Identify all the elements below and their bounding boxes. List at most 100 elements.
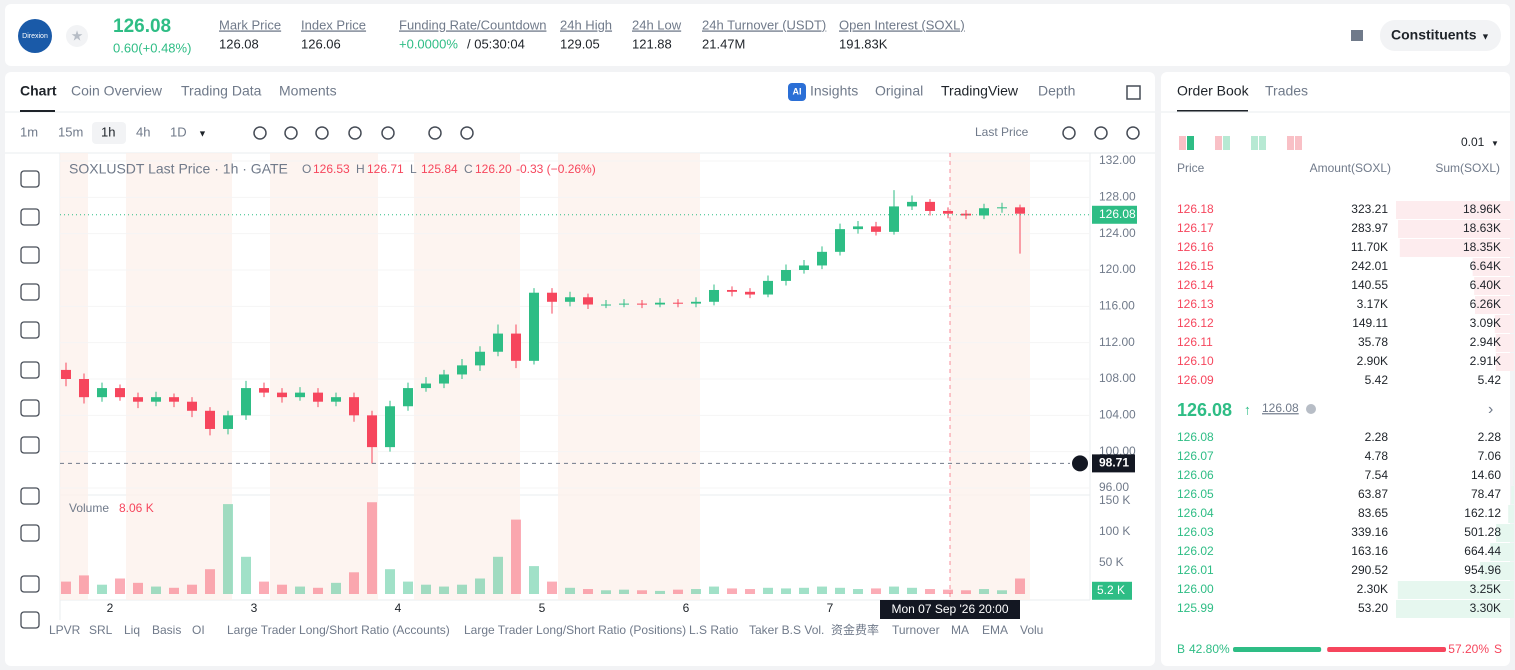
drawing-tool[interactable] xyxy=(20,399,40,417)
indicator[interactable]: Basis xyxy=(152,623,181,637)
crosshair-add[interactable] xyxy=(1072,455,1088,472)
toolbar-icon[interactable] xyxy=(348,126,362,140)
ob-price[interactable]: 126.15 xyxy=(1177,259,1214,273)
view-tab[interactable]: Insights xyxy=(810,83,858,99)
interval[interactable]: 1h xyxy=(101,124,115,139)
window-icon[interactable] xyxy=(1126,85,1141,100)
drawing-tool[interactable] xyxy=(20,611,40,629)
indicator[interactable]: LPVR xyxy=(49,623,81,637)
ob-price[interactable]: 126.07 xyxy=(1177,449,1214,463)
toolbar-icon[interactable] xyxy=(315,126,329,140)
toolbar-icon[interactable] xyxy=(1094,126,1108,140)
drawing-tool[interactable] xyxy=(20,283,40,301)
drawing-tool[interactable] xyxy=(20,575,40,593)
indicator[interactable]: SRL xyxy=(89,623,113,637)
ob-price[interactable]: 126.12 xyxy=(1177,316,1214,330)
ob-price[interactable]: 126.11 xyxy=(1177,335,1213,349)
precision[interactable]: 0.01 xyxy=(1461,135,1485,149)
ob-price[interactable]: 126.17 xyxy=(1177,221,1214,235)
ob-price[interactable]: 126.00 xyxy=(1177,582,1214,596)
indicator[interactable]: Large Trader Long/Short Ratio (Positions… xyxy=(464,623,686,637)
toolbar-icon[interactable] xyxy=(460,126,474,140)
ob-tab[interactable]: Trades xyxy=(1265,83,1308,99)
layout-icon[interactable] xyxy=(1287,136,1294,150)
ob-price[interactable]: 126.02 xyxy=(1177,544,1214,558)
ob-price[interactable]: 126.09 xyxy=(1177,373,1214,387)
interval[interactable]: 15m xyxy=(58,124,83,139)
toolbar-icon[interactable] xyxy=(428,126,442,140)
candle-body xyxy=(115,388,125,398)
ob-price[interactable]: 126.04 xyxy=(1177,506,1214,520)
candle-body xyxy=(691,301,701,304)
drawing-tool[interactable] xyxy=(20,321,40,339)
volume-bar xyxy=(565,587,575,594)
constituents-button[interactable] xyxy=(1380,20,1501,51)
indicator[interactable]: Liq xyxy=(124,623,140,637)
toolbar-icon[interactable] xyxy=(381,126,395,140)
tab[interactable]: Coin Overview xyxy=(71,83,163,99)
interval[interactable]: 4h xyxy=(136,124,150,139)
ob-price[interactable]: 126.03 xyxy=(1177,525,1214,539)
depth-bar xyxy=(1396,600,1514,618)
ob-tab[interactable]: Order Book xyxy=(1177,83,1250,99)
indicator[interactable]: Volu xyxy=(1020,623,1043,637)
interval[interactable]: 1D xyxy=(170,124,187,139)
drawing-tool[interactable] xyxy=(20,436,40,454)
ob-price[interactable]: 126.13 xyxy=(1177,297,1214,311)
ob-price[interactable]: 126.08 xyxy=(1177,430,1214,444)
ob-price[interactable]: 126.16 xyxy=(1177,240,1214,254)
toolbar-icon[interactable] xyxy=(253,126,267,140)
indicator[interactable]: 资金费率 xyxy=(831,622,879,637)
ob-price[interactable]: 126.14 xyxy=(1177,278,1214,292)
layout-icon[interactable] xyxy=(1187,136,1194,150)
drawing-tool[interactable] xyxy=(20,524,40,542)
ob-price[interactable]: 126.06 xyxy=(1177,468,1214,482)
view-tab[interactable]: TradingView xyxy=(941,83,1019,99)
ob-price[interactable]: 126.18 xyxy=(1177,202,1214,216)
drawing-tool[interactable] xyxy=(20,208,40,226)
tab[interactable]: Trading Data xyxy=(181,83,262,99)
dropdown-arrow: ▼ xyxy=(1481,31,1490,41)
indicator[interactable]: Large Trader Long/Short Ratio (Accounts) xyxy=(227,623,450,637)
volume-bar xyxy=(223,504,233,594)
ob-price[interactable]: 126.01 xyxy=(1177,563,1214,577)
toolbar-icon[interactable] xyxy=(284,126,298,140)
volume-bar xyxy=(583,589,593,594)
layout-icon[interactable] xyxy=(1223,136,1230,150)
indicator[interactable]: OI xyxy=(192,623,205,637)
layout-icon[interactable] xyxy=(1215,136,1222,150)
indicator[interactable]: L.S Ratio xyxy=(689,623,739,637)
tab[interactable]: Moments xyxy=(279,83,337,99)
layout-icon[interactable] xyxy=(1179,136,1186,150)
last-price-label: 126.08 xyxy=(1099,207,1136,221)
layout-icon[interactable] xyxy=(1251,136,1258,150)
drawing-tool[interactable] xyxy=(20,361,40,379)
indicator[interactable]: Turnover xyxy=(892,623,940,637)
y-tick-label: 124.00 xyxy=(1099,226,1136,240)
ob-price[interactable]: 126.05 xyxy=(1177,487,1214,501)
view-tab[interactable]: Depth xyxy=(1038,83,1075,99)
volume-bar xyxy=(727,588,737,594)
drawing-tool[interactable] xyxy=(20,487,40,505)
volume-bar xyxy=(313,587,323,594)
ob-price[interactable]: 126.10 xyxy=(1177,354,1214,368)
view-tab[interactable]: Original xyxy=(875,83,923,99)
header-panel xyxy=(5,4,1510,66)
tab[interactable]: Chart xyxy=(20,83,57,99)
ob-price[interactable]: 125.99 xyxy=(1177,601,1214,615)
indicator[interactable]: EMA xyxy=(982,623,1008,637)
layout-icon[interactable] xyxy=(1295,136,1302,150)
toolbar-icon[interactable] xyxy=(1062,126,1076,140)
layout-icon[interactable] xyxy=(1259,136,1266,150)
indicator[interactable]: Taker B.S Vol. xyxy=(749,623,824,637)
price-mode[interactable]: Last Price xyxy=(975,125,1029,139)
interval[interactable]: 1m xyxy=(20,124,38,139)
toolbar-icon[interactable] xyxy=(1126,126,1140,140)
indicator[interactable]: MA xyxy=(951,623,969,637)
drawing-tool[interactable] xyxy=(20,246,40,264)
favorite[interactable] xyxy=(66,25,88,47)
candle-body xyxy=(961,213,971,216)
drawing-tool[interactable] xyxy=(20,170,40,188)
interval-active xyxy=(92,122,126,144)
